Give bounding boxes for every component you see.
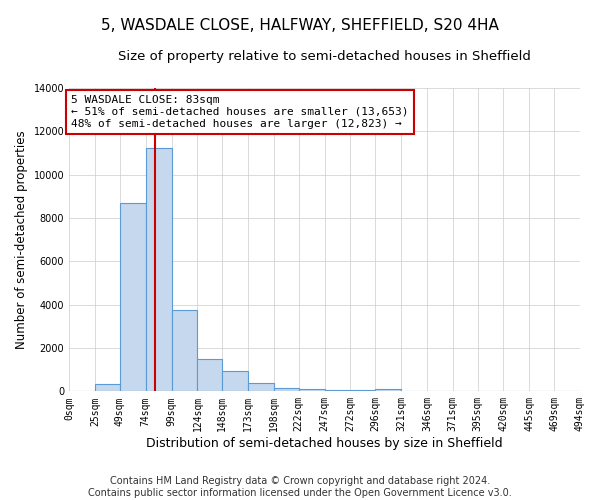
Bar [299,388,325,392]
Bar [172,310,197,392]
Bar [120,202,146,392]
Y-axis label: Number of semi-detached properties: Number of semi-detached properties [15,130,28,349]
Title: Size of property relative to semi-detached houses in Sheffield: Size of property relative to semi-detach… [118,50,531,63]
Bar [274,388,299,392]
Bar [222,370,248,392]
Text: 5, WASDALE CLOSE, HALFWAY, SHEFFIELD, S20 4HA: 5, WASDALE CLOSE, HALFWAY, SHEFFIELD, S2… [101,18,499,32]
Bar [197,359,222,392]
Bar [350,390,375,392]
X-axis label: Distribution of semi-detached houses by size in Sheffield: Distribution of semi-detached houses by … [146,437,503,450]
Bar [95,384,120,392]
Bar [248,382,274,392]
Bar [375,389,401,392]
Text: Contains HM Land Registry data © Crown copyright and database right 2024.
Contai: Contains HM Land Registry data © Crown c… [88,476,512,498]
Bar [325,390,350,392]
Bar [146,148,172,392]
Text: 5 WASDALE CLOSE: 83sqm
← 51% of semi-detached houses are smaller (13,653)
48% of: 5 WASDALE CLOSE: 83sqm ← 51% of semi-det… [71,96,409,128]
